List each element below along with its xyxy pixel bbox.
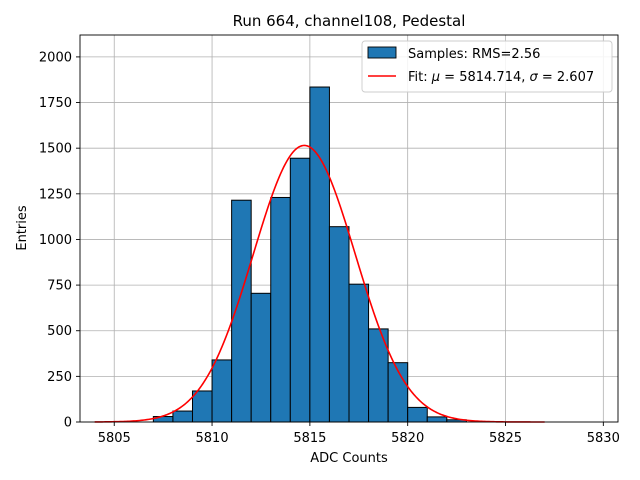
x-tick-label: 5805 (98, 431, 131, 446)
grid (80, 35, 618, 423)
histogram-bars (152, 86, 467, 423)
x-axis-label: ADC Counts (310, 451, 388, 466)
x-axis-ticks: 5805 5810 5815 5820 5825 5830 (98, 422, 620, 446)
y-tick-label: 2000 (39, 50, 72, 65)
y-tick-label: 1000 (39, 233, 72, 248)
histogram-bar (172, 410, 193, 423)
legend: Samples: RMS=2.56 Fit: μ = 5814.714, σ =… (361, 40, 613, 93)
x-tick-label: 5810 (196, 431, 229, 446)
y-tick-label: 1250 (39, 187, 72, 202)
plot-frame (79, 34, 619, 423)
y-tick-label: 250 (47, 370, 72, 385)
histogram-bar (407, 406, 428, 423)
y-tick-label: 0 (64, 416, 72, 431)
legend-fit-label: Fit: μ = 5814.714, σ = 2.607 (408, 70, 594, 85)
legend-samples-label: Samples: RMS=2.56 (408, 47, 540, 62)
histogram-bar (348, 283, 370, 423)
histogram-bar (191, 390, 213, 423)
histogram-bar (328, 226, 350, 423)
y-axis-ticks: 0 250 500 750 1000 1250 1500 1750 2000 (39, 50, 80, 431)
histogram-bar (426, 416, 448, 423)
legend-mu-value: = 5814.714, (440, 70, 529, 85)
legend-samples-swatch (367, 46, 397, 59)
histogram-bar (270, 196, 291, 423)
histogram-bar (309, 86, 330, 423)
legend-sigma-symbol: σ (530, 70, 539, 85)
x-tick-label: 5820 (391, 431, 424, 446)
y-tick-label: 750 (47, 279, 72, 294)
y-tick-label: 1750 (39, 96, 72, 111)
legend-box (361, 40, 613, 93)
histogram-bar (289, 157, 311, 423)
histogram-bar (250, 292, 272, 423)
legend-sigma-value: = 2.607 (538, 70, 594, 85)
x-tick-label: 5815 (293, 431, 326, 446)
chart-title: Run 664, channel108, Pedestal (233, 12, 466, 30)
legend-fit-prefix: Fit: (408, 70, 432, 85)
y-axis-label: Entries (15, 205, 30, 251)
legend-mu-symbol: μ (431, 70, 440, 85)
x-tick-label: 5825 (489, 431, 522, 446)
fit-curve (94, 144, 545, 423)
x-tick-label: 5830 (587, 431, 620, 446)
y-tick-label: 500 (47, 324, 72, 339)
y-tick-label: 1500 (39, 142, 72, 157)
histogram-bar (211, 359, 233, 423)
